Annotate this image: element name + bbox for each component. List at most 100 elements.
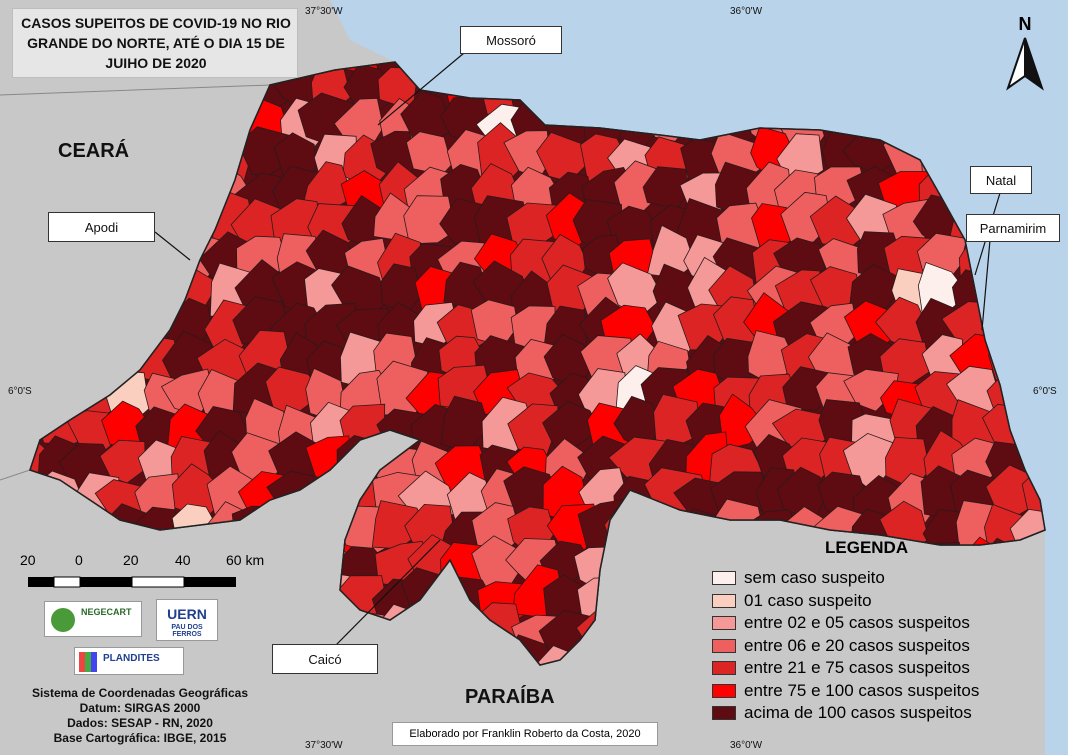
municipality bbox=[612, 632, 656, 665]
municipality bbox=[175, 95, 219, 150]
municipality bbox=[36, 372, 92, 417]
legend-label: entre 21 e 75 casos suspeitos bbox=[744, 658, 970, 677]
municipality bbox=[271, 510, 322, 558]
region-ceara-label: CEARÁ bbox=[58, 140, 130, 162]
legend-label: 01 caso suspeito bbox=[744, 590, 872, 610]
municipality bbox=[650, 512, 701, 560]
negecart-logo: NEGECART bbox=[44, 601, 142, 637]
municipality bbox=[611, 542, 667, 597]
legend-item: entre 06 e 20 casos suspeitos bbox=[712, 636, 970, 656]
municipality bbox=[651, 534, 702, 590]
plandites-logo: PLANDITES bbox=[74, 647, 184, 675]
credit-box: Elaborado por Franklin Roberto da Costa,… bbox=[392, 722, 658, 746]
legend-swatch bbox=[712, 638, 736, 653]
ocean bbox=[330, 0, 1068, 755]
municipality bbox=[402, 638, 463, 665]
municipality bbox=[30, 267, 58, 321]
legend-swatch bbox=[712, 571, 736, 585]
scale-label-0: 20 bbox=[20, 552, 36, 568]
municipality bbox=[71, 298, 122, 355]
legend-label: entre 75 e 100 casos suspeitos bbox=[744, 680, 980, 700]
metadata-block: Sistema de Coordenadas Geográficas Datum… bbox=[20, 686, 260, 746]
municipality bbox=[65, 265, 122, 316]
municipality bbox=[138, 100, 191, 150]
municipality bbox=[574, 647, 624, 665]
coord-left-lat: 6°0'S bbox=[8, 386, 32, 397]
legend-item: sem caso suspeito bbox=[712, 568, 885, 588]
municipality bbox=[73, 168, 127, 217]
legend-swatch bbox=[712, 616, 736, 630]
municipality bbox=[170, 130, 220, 181]
municipality bbox=[403, 195, 456, 245]
legend-label: acima de 100 casos suspeitos bbox=[744, 703, 972, 722]
municipality bbox=[67, 334, 113, 390]
municipality bbox=[371, 646, 425, 665]
municipality bbox=[31, 335, 85, 386]
municipality bbox=[91, 242, 149, 290]
info-line-3: Base Cartográfica: IBGE, 2015 bbox=[53, 731, 227, 745]
municipality bbox=[30, 98, 46, 150]
legend-item: acima de 100 casos suspeitos bbox=[712, 703, 972, 723]
legend-swatch bbox=[712, 593, 736, 608]
legend-label: sem caso suspeito bbox=[744, 568, 885, 587]
scale-label-3: 40 bbox=[175, 552, 191, 568]
legend-item: entre 75 e 100 casos suspeitos bbox=[712, 681, 979, 701]
north-label: N bbox=[1018, 14, 1032, 34]
municipality bbox=[611, 608, 673, 658]
scale-labels: 20 0 20 40 60 km bbox=[0, 552, 300, 572]
coord-top-left: 37°30'W bbox=[305, 6, 343, 17]
municipality bbox=[37, 271, 89, 315]
info-line-1: Datum: SIRGAS 2000 bbox=[79, 701, 201, 715]
municipality bbox=[30, 133, 57, 186]
municipality bbox=[203, 88, 255, 141]
municipality bbox=[30, 333, 53, 386]
municipality bbox=[983, 650, 1040, 665]
plandites-icon bbox=[79, 652, 97, 672]
municipality bbox=[30, 372, 49, 425]
state-outline bbox=[29, 61, 1046, 666]
municipality bbox=[606, 570, 664, 615]
municipality bbox=[93, 273, 143, 322]
legend-item: entre 21 e 75 casos suspeitos bbox=[712, 658, 970, 678]
municipality bbox=[984, 574, 1036, 622]
scale-label-4: 60 km bbox=[226, 552, 265, 568]
uern-logo: UERN PAU DOS FERROS bbox=[156, 599, 218, 641]
municipality bbox=[140, 73, 191, 119]
municipality bbox=[30, 234, 53, 290]
coord-right-lat: 6°0'S bbox=[1033, 386, 1057, 397]
municipality bbox=[604, 506, 659, 558]
municipality bbox=[408, 606, 466, 664]
region-paraiba-label: PARAÍBA bbox=[465, 686, 555, 708]
municipality bbox=[30, 640, 42, 665]
municipality bbox=[30, 510, 52, 557]
legend-swatch bbox=[712, 683, 736, 698]
municipality bbox=[643, 632, 692, 665]
legend-item: entre 02 e 05 casos suspeitos bbox=[712, 613, 970, 633]
municipality bbox=[646, 579, 699, 625]
north-arrow-icon bbox=[1006, 37, 1044, 91]
legend-title: LEGENDA bbox=[825, 538, 909, 557]
municipality bbox=[231, 505, 285, 549]
scale-label-2: 20 bbox=[123, 552, 139, 568]
municipality bbox=[434, 615, 487, 660]
municipality bbox=[42, 298, 94, 357]
callout-mossoro: Mossoró bbox=[460, 26, 562, 54]
legend-swatch bbox=[712, 706, 736, 720]
municipality bbox=[101, 302, 154, 360]
legend-swatch bbox=[712, 661, 736, 675]
municipality bbox=[914, 541, 965, 590]
municipality bbox=[642, 600, 699, 653]
municipality bbox=[959, 536, 1001, 596]
scale-label-1: 0 bbox=[75, 552, 83, 568]
municipality bbox=[979, 537, 1036, 595]
municipality bbox=[30, 201, 50, 255]
callout-natal: Natal bbox=[970, 166, 1032, 194]
municipality bbox=[30, 471, 50, 527]
municipality bbox=[70, 94, 124, 147]
scale-bar bbox=[28, 576, 236, 588]
municipality bbox=[240, 577, 286, 625]
title-box: CASOS SUPEITOS DE COVID-19 NO RIO GRANDE… bbox=[12, 8, 298, 78]
info-line-0: Sistema de Coordenadas Geográficas bbox=[31, 686, 249, 700]
legend-label: entre 02 e 05 casos suspeitos bbox=[744, 613, 970, 632]
tree-icon bbox=[51, 608, 75, 632]
